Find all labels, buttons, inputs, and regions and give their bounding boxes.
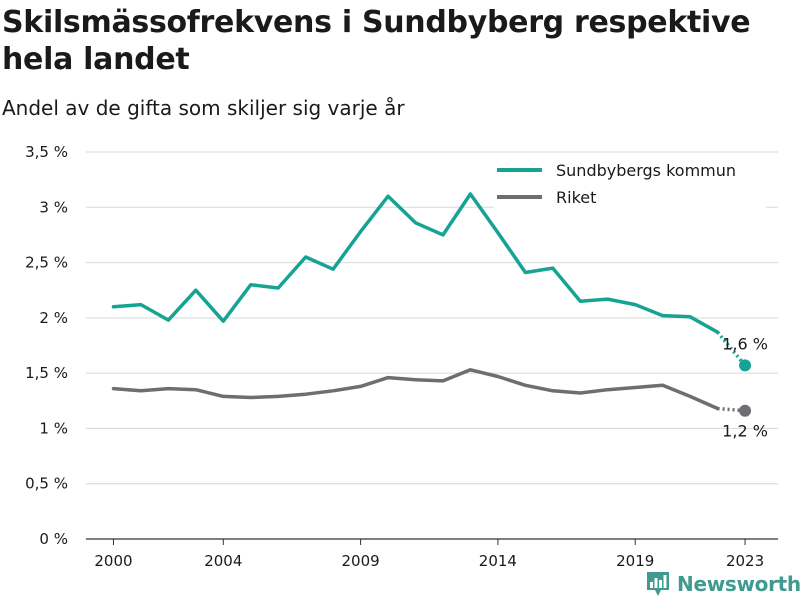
series-lines: 1,6 % 1,2 %	[111, 192, 768, 441]
y-tick-label: 2 %	[39, 309, 68, 327]
x-axis: 2000 2004 2009 2014 2019 2023	[86, 538, 778, 570]
y-tick-label: 1 %	[39, 419, 68, 437]
x-tick-label: 2000	[94, 552, 132, 570]
bar-chart-logo-icon	[647, 572, 669, 596]
y-tick-label: 2,5 %	[25, 254, 68, 272]
y-tick-label: 0 %	[39, 530, 68, 548]
y-tick-label: 1,5 %	[25, 364, 68, 382]
legend-label: Sundbybergs kommun	[556, 161, 736, 180]
series-end-point	[739, 404, 752, 417]
newsworthy-logo: Newsworthy	[645, 570, 800, 598]
series-line	[111, 192, 720, 334]
legend-bg	[494, 160, 766, 182]
x-tick-label: 2014	[479, 552, 517, 570]
legend: Sundbybergs kommun Riket	[494, 160, 766, 209]
series-line	[111, 368, 720, 411]
series-end-point	[739, 359, 752, 372]
chart-title: Skilsmässofrekvens i Sundbyberg respekti…	[2, 5, 751, 77]
chart-subtitle: Andel av de gifta som skiljer sig varje …	[2, 96, 405, 120]
y-tick-label: 3 %	[39, 198, 68, 216]
x-tick-label: 2004	[204, 552, 242, 570]
logo-text: Newsworthy	[677, 572, 800, 596]
series-end-label: 1,2 %	[722, 422, 768, 441]
x-tick-label: 2023	[726, 552, 764, 570]
series-last-segment	[716, 331, 747, 367]
series-end-label: 1,6 %	[722, 334, 768, 353]
x-tick-label: 2019	[616, 552, 654, 570]
legend-bg	[494, 187, 766, 209]
y-tick-label: 0,5 %	[25, 475, 68, 493]
y-tick-label: 3,5 %	[25, 143, 68, 161]
y-axis: 0 % 0,5 % 1 % 1,5 % 2 % 2,5 % 3 % 3,5 %	[25, 143, 68, 548]
legend-label: Riket	[556, 188, 596, 207]
x-tick-label: 2009	[342, 552, 380, 570]
